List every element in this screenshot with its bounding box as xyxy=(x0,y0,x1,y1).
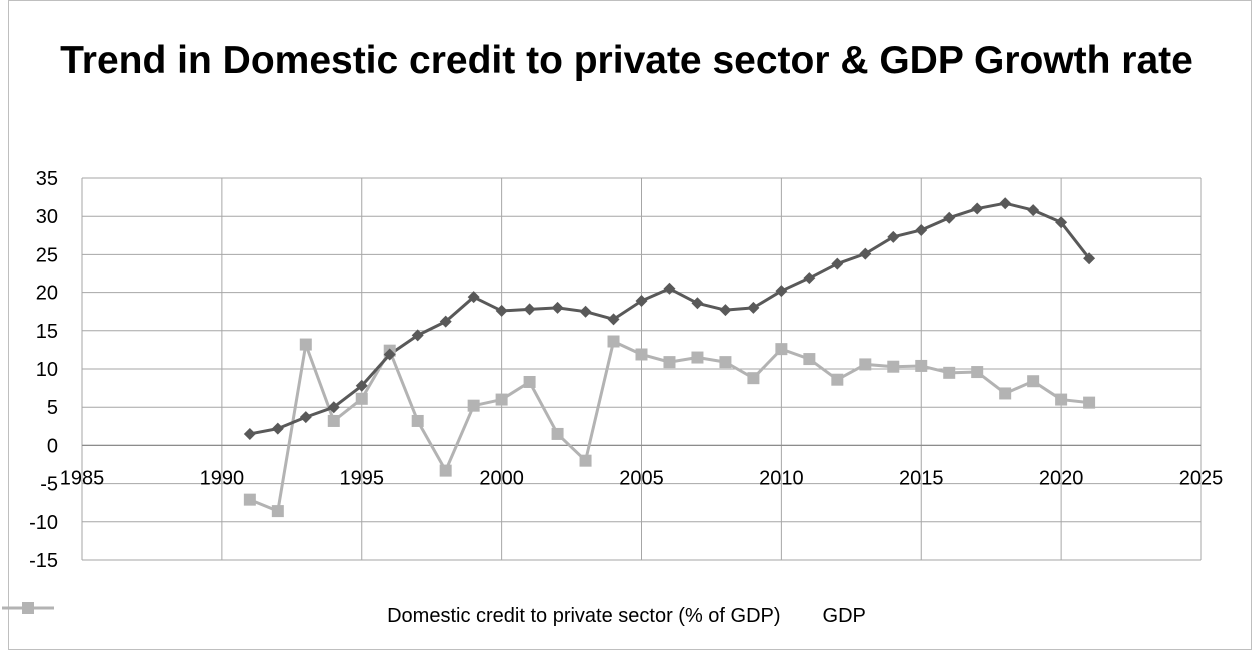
data-point-credit xyxy=(691,297,704,310)
data-point-gdp xyxy=(271,505,284,518)
data-point-gdp xyxy=(691,351,704,364)
data-point-gdp xyxy=(1083,396,1096,409)
series-line-credit xyxy=(249,201,1091,436)
data-point-gdp xyxy=(719,356,732,369)
data-point-gdp xyxy=(467,399,480,412)
data-point-gdp xyxy=(915,359,928,372)
data-point-gdp xyxy=(803,353,816,366)
data-point-gdp xyxy=(887,360,900,373)
data-point-gdp xyxy=(1027,375,1040,388)
x-tick-label: 1995 xyxy=(340,467,385,489)
data-point-credit xyxy=(971,202,984,215)
y-tick-label: 15 xyxy=(36,321,58,343)
y-tick-label: -10 xyxy=(29,512,58,534)
data-point-credit xyxy=(579,305,592,318)
data-point-credit xyxy=(1083,252,1096,265)
x-tick-label: 1990 xyxy=(200,467,245,489)
data-point-gdp xyxy=(663,356,676,369)
y-tick-label: 30 xyxy=(36,206,58,228)
data-point-credit xyxy=(411,329,424,342)
data-point-credit xyxy=(719,304,732,317)
legend-label-gdp: GDP xyxy=(822,604,866,627)
y-tick-label: 0 xyxy=(47,435,58,457)
data-point-gdp xyxy=(831,373,844,386)
data-point-gdp xyxy=(635,348,648,361)
legend-item-gdp: GDP xyxy=(2,602,866,628)
x-tick-label: 2025 xyxy=(1179,467,1224,489)
data-point-credit xyxy=(1027,204,1040,217)
data-point-credit xyxy=(495,304,508,317)
data-point-credit xyxy=(663,282,676,295)
y-tick-label: 35 xyxy=(36,168,58,190)
data-point-gdp xyxy=(243,493,256,506)
data-point-gdp xyxy=(523,375,536,388)
data-point-credit xyxy=(243,427,256,440)
y-tick-label: 25 xyxy=(36,244,58,266)
legend: Domestic credit to private sector (% of … xyxy=(0,598,1253,634)
data-point-gdp xyxy=(299,338,312,351)
data-point-gdp xyxy=(971,366,984,379)
data-point-gdp xyxy=(775,343,788,356)
data-point-gdp xyxy=(859,358,872,371)
x-tick-label: 2010 xyxy=(759,467,804,489)
data-point-credit xyxy=(943,211,956,224)
data-point-gdp xyxy=(495,393,508,406)
data-point-gdp xyxy=(355,392,368,405)
x-tick-label: 2015 xyxy=(899,467,944,489)
data-point-credit xyxy=(355,379,368,392)
legend-label-credit: Domestic credit to private sector (% of … xyxy=(387,604,781,627)
data-point-credit xyxy=(1055,216,1068,229)
data-point-gdp xyxy=(579,454,592,467)
data-point-gdp xyxy=(943,366,956,379)
chart-title: Trend in Domestic credit to private sect… xyxy=(60,39,1193,82)
x-tick-label: 1985 xyxy=(60,467,105,489)
chart-frame xyxy=(8,0,1252,650)
data-point-credit xyxy=(831,257,844,270)
data-point-credit xyxy=(523,303,536,316)
y-tick-label: 5 xyxy=(47,397,58,419)
data-point-credit xyxy=(467,291,480,304)
data-point-credit xyxy=(439,315,452,328)
x-tick-label: 2020 xyxy=(1039,467,1084,489)
data-point-credit xyxy=(915,223,928,236)
series-layer xyxy=(243,197,1096,518)
data-point-gdp xyxy=(747,372,760,385)
data-point-credit xyxy=(775,285,788,298)
x-tick-label: 2000 xyxy=(479,467,524,489)
data-point-gdp xyxy=(1055,393,1068,406)
data-point-gdp xyxy=(551,427,564,440)
data-point-gdp xyxy=(411,414,424,427)
data-point-gdp xyxy=(607,335,620,348)
data-point-gdp xyxy=(327,414,340,427)
data-point-credit xyxy=(635,295,648,308)
y-tick-label: 20 xyxy=(36,283,58,305)
data-point-credit xyxy=(887,230,900,243)
legend-marker-square-icon xyxy=(2,602,54,614)
data-point-credit xyxy=(299,411,312,424)
data-point-gdp xyxy=(999,387,1012,400)
x-tick-label: 2005 xyxy=(619,467,664,489)
legend-item-credit: Domestic credit to private sector (% of … xyxy=(2,602,781,628)
data-point-gdp xyxy=(439,464,452,477)
data-point-credit xyxy=(999,197,1012,210)
y-tick-label: -15 xyxy=(29,550,58,572)
data-point-credit xyxy=(607,313,620,326)
data-point-credit xyxy=(551,301,564,314)
data-point-credit xyxy=(271,422,284,435)
data-point-credit xyxy=(327,401,340,414)
data-point-credit xyxy=(383,348,396,361)
y-tick-label: -5 xyxy=(40,474,58,496)
data-point-credit xyxy=(747,301,760,314)
data-point-credit xyxy=(859,247,872,260)
y-tick-label: 10 xyxy=(36,359,58,381)
data-point-credit xyxy=(803,272,816,285)
